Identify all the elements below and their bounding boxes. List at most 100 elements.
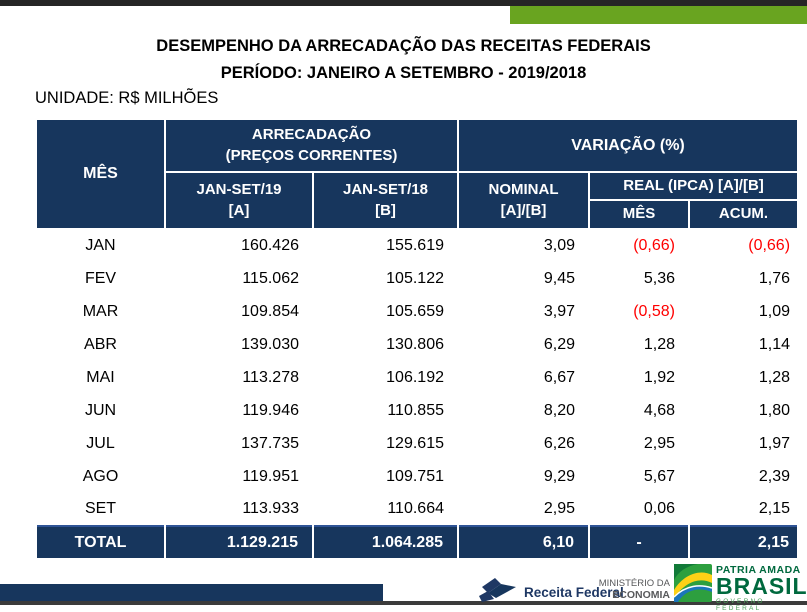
- top-bar-decoration: [0, 0, 807, 6]
- total-real-mes-cell: -: [588, 525, 690, 558]
- brasil-line1: PATRIA AMADA: [716, 564, 801, 576]
- value-b-cell: 110.664: [313, 493, 458, 526]
- nominal-cell: 9,45: [458, 262, 589, 295]
- month-cell: JAN: [36, 229, 165, 262]
- real-mes-cell: 4,68: [589, 394, 689, 427]
- value-b-cell: 110.855: [313, 394, 458, 427]
- table-row: JAN 160.426 155.619 3,09 (0,66) (0,66): [36, 229, 799, 262]
- report-title-line2: PERÍODO: JANEIRO A SETEMBRO - 2019/2018: [220, 64, 587, 82]
- col-header-nominal: NOMINAL [A]/[B]: [457, 171, 590, 230]
- total-row: TOTAL 1.129.215 1.064.285 6,10 - 2,15: [35, 525, 800, 558]
- month-cell: ABR: [36, 328, 165, 361]
- ministerio-line1: MINISTÉRIO DA: [598, 578, 670, 589]
- month-cell: AGO: [36, 460, 165, 493]
- value-a-cell: 113.278: [165, 361, 313, 394]
- report-title-line1: DESEMPENHO DA ARRECADAÇÃO DAS RECEITAS F…: [156, 37, 651, 55]
- nominal-cell: 3,09: [458, 229, 589, 262]
- total-nominal-cell: 6,10: [457, 525, 590, 558]
- value-b-cell: 106.192: [313, 361, 458, 394]
- col-header-month: MÊS: [35, 118, 166, 230]
- receita-federal-logo: Receita Federal: [478, 576, 624, 608]
- value-a-cell: 137.735: [165, 427, 313, 460]
- col-header-jan-set-19: JAN-SET/19 [A]: [164, 171, 314, 230]
- col-a-line1: JAN-SET/19: [196, 181, 282, 199]
- real-acum-cell: 1,97: [689, 427, 799, 460]
- month-cell: MAR: [36, 295, 165, 328]
- receita-federal-logo-icon: [478, 576, 518, 608]
- value-b-cell: 130.806: [313, 328, 458, 361]
- month-cell: JUN: [36, 394, 165, 427]
- real-acum-cell: 1,09: [689, 295, 799, 328]
- brasil-line2: BRASIL: [716, 573, 807, 599]
- value-a-cell: 109.854: [165, 295, 313, 328]
- col-a-line2: [A]: [228, 201, 250, 219]
- real-acum-cell: 1,76: [689, 262, 799, 295]
- nominal-cell: 6,29: [458, 328, 589, 361]
- real-mes-cell: (0,58): [589, 295, 689, 328]
- table-row: SET 113.933 110.664 2,95 0,06 2,15: [36, 493, 799, 526]
- value-b-cell: 105.122: [313, 262, 458, 295]
- table-row: AGO 119.951 109.751 9,29 5,67 2,39: [36, 460, 799, 493]
- total-b-cell: 1.064.285: [312, 525, 459, 558]
- arrecadacao-line1: ARRECADAÇÃO: [251, 126, 372, 144]
- col-header-real-acum: ACUM.: [687, 199, 800, 230]
- month-cell: MAI: [36, 361, 165, 394]
- brasil-flag-icon: [673, 564, 713, 607]
- month-cell: SET: [36, 493, 165, 526]
- arrecadacao-line2: (PREÇOS CORRENTES): [225, 146, 398, 164]
- real-mes-cell: 5,36: [589, 262, 689, 295]
- nominal-line1: NOMINAL: [488, 181, 559, 199]
- value-b-cell: 129.615: [313, 427, 458, 460]
- real-acum-cell: (0,66): [689, 229, 799, 262]
- total-label: TOTAL: [35, 525, 166, 558]
- col-header-real-mes: MÊS: [588, 199, 690, 230]
- real-mes-cell: 2,95: [589, 427, 689, 460]
- value-b-cell: 109.751: [313, 460, 458, 493]
- real-mes-cell: (0,66): [589, 229, 689, 262]
- receita-federal-label: Receita Federal: [524, 584, 624, 600]
- nominal-cell: 3,97: [458, 295, 589, 328]
- nominal-cell: 2,95: [458, 493, 589, 526]
- col-header-arrecadacao: ARRECADAÇÃO (PREÇOS CORRENTES): [164, 118, 459, 173]
- nominal-cell: 6,26: [458, 427, 589, 460]
- ministerio-economia-logo: MINISTÉRIO DA ECONOMIA: [592, 578, 670, 601]
- green-accent-bar: [510, 6, 807, 24]
- col-header-real-ipca: REAL (IPCA) [A]/[B]: [587, 171, 800, 201]
- table-row: FEV 115.062 105.122 9,45 5,36 1,76: [36, 262, 799, 295]
- report-title: DESEMPENHO DA ARRECADAÇÃO DAS RECEITAS F…: [0, 33, 807, 87]
- value-a-cell: 160.426: [165, 229, 313, 262]
- unit-label: UNIDADE: R$ MILHÕES: [35, 89, 219, 107]
- col-header-variacao: VARIAÇÃO (%): [456, 118, 800, 173]
- real-acum-cell: 1,80: [689, 394, 799, 427]
- month-cell: JUL: [36, 427, 165, 460]
- brasil-line3: GOVERNO FEDERAL: [716, 598, 765, 612]
- real-acum-cell: 2,15: [689, 493, 799, 526]
- real-acum-cell: 1,28: [689, 361, 799, 394]
- nominal-cell: 9,29: [458, 460, 589, 493]
- real-mes-cell: 5,67: [589, 460, 689, 493]
- month-cell: FEV: [36, 262, 165, 295]
- value-a-cell: 113.933: [165, 493, 313, 526]
- value-b-cell: 155.619: [313, 229, 458, 262]
- real-acum-cell: 1,14: [689, 328, 799, 361]
- nominal-line2: [A]/[B]: [500, 201, 547, 219]
- real-mes-cell: 1,92: [589, 361, 689, 394]
- value-a-cell: 119.951: [165, 460, 313, 493]
- col-b-line1: JAN-SET/18: [342, 181, 429, 199]
- col-b-line2: [B]: [375, 201, 396, 219]
- value-a-cell: 115.062: [165, 262, 313, 295]
- bottom-rule-line: [0, 601, 807, 605]
- table-row: JUL 137.735 129.615 6,26 2,95 1,97: [36, 427, 799, 460]
- col-header-jan-set-18: JAN-SET/18 [B]: [312, 171, 459, 230]
- real-acum-cell: 2,39: [689, 460, 799, 493]
- real-mes-cell: 1,28: [589, 328, 689, 361]
- revenue-table: MÊS ARRECADAÇÃO (PREÇOS CORRENTES) VARIA…: [35, 118, 800, 558]
- total-real-acum-cell: 2,15: [687, 525, 800, 558]
- nominal-cell: 8,20: [458, 394, 589, 427]
- value-a-cell: 119.946: [165, 394, 313, 427]
- table-row: MAR 109.854 105.659 3,97 (0,58) 1,09: [36, 295, 799, 328]
- value-b-cell: 105.659: [313, 295, 458, 328]
- ministerio-line2: ECONOMIA: [612, 589, 670, 601]
- patria-amada-brasil-logo: PATRIA AMADA BRASIL GOVERNO FEDERAL: [673, 564, 807, 612]
- table-row: JUN 119.946 110.855 8,20 4,68 1,80: [36, 394, 799, 427]
